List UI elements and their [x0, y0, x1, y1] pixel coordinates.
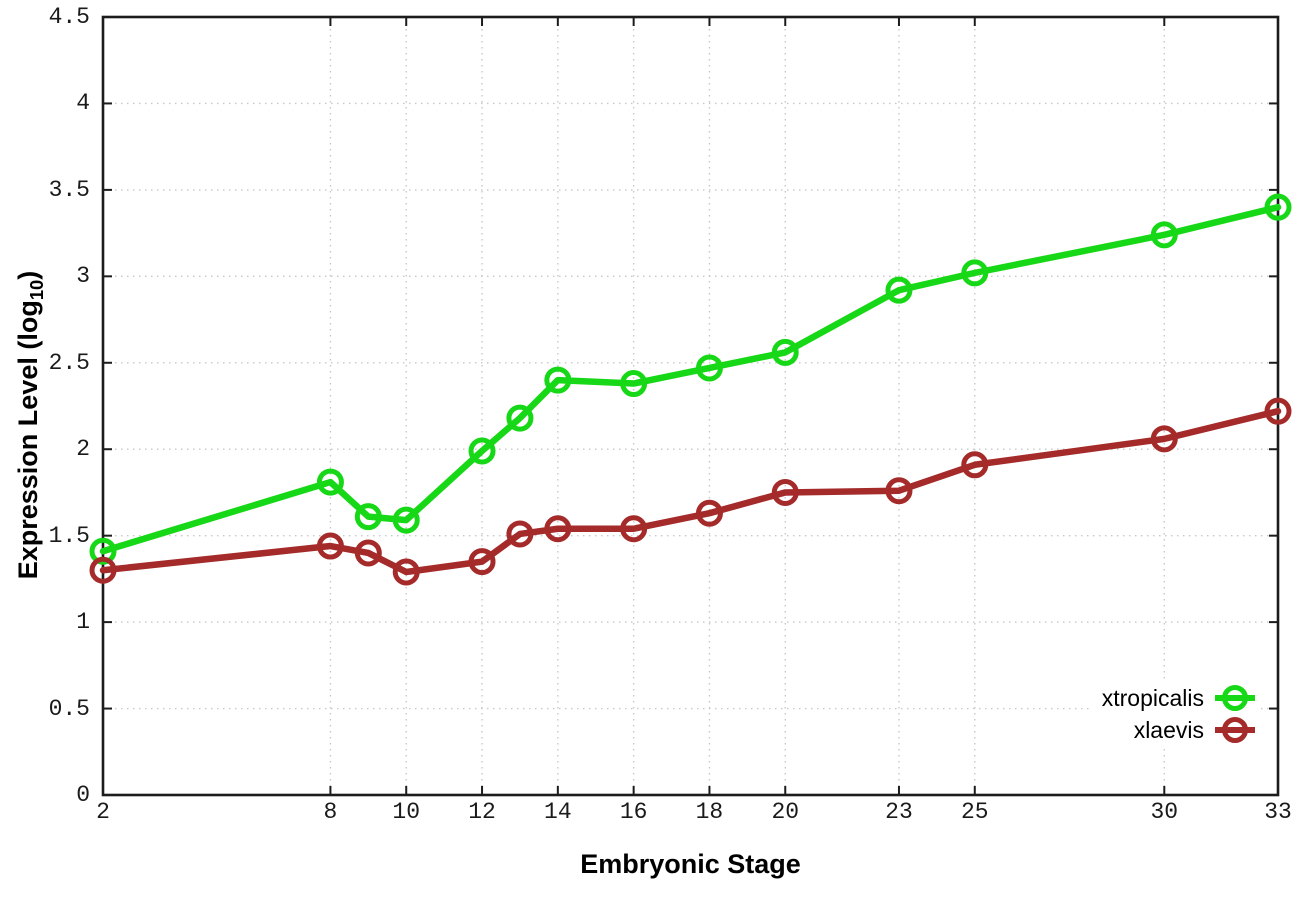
- data-point-xtropicalis: [885, 276, 913, 304]
- data-point-xtropicalis: [392, 506, 420, 534]
- x-tick-label: 20: [771, 799, 800, 825]
- series-line-xlaevis: [99, 407, 1282, 576]
- data-point-xlaevis: [354, 539, 382, 567]
- legend-item-xtropicalis: xtropicalis: [1102, 682, 1258, 714]
- data-point-xlaevis: [961, 451, 989, 479]
- plot-border: [101, 15, 1280, 797]
- series-line-xtropicalis: [99, 203, 1282, 555]
- data-point-xtropicalis: [620, 370, 648, 398]
- x-tick-label: 25: [960, 799, 989, 825]
- x-tick-label: 10: [392, 799, 421, 825]
- data-point-xtropicalis: [1150, 221, 1178, 249]
- data-point-xlaevis: [695, 499, 723, 527]
- data-point-xlaevis: [544, 515, 572, 543]
- data-point-xtropicalis: [89, 537, 117, 565]
- data-point-xtropicalis: [1264, 193, 1292, 221]
- data-point-xlaevis: [506, 520, 534, 548]
- y-tick-label: 4: [76, 90, 90, 117]
- x-tick-label: 30: [1150, 799, 1179, 825]
- y-tick-label: 3: [76, 263, 90, 290]
- y-tick-label: 0.5: [48, 695, 90, 722]
- y-tick-label: 2.5: [48, 349, 90, 376]
- x-tick-label: 12: [468, 799, 496, 825]
- data-point-xtropicalis: [961, 259, 989, 287]
- y-tick-label: 4.5: [48, 4, 90, 30]
- data-point-xlaevis: [771, 478, 799, 506]
- data-point-xtropicalis: [316, 468, 344, 496]
- data-point-xtropicalis: [544, 366, 572, 394]
- data-point-xlaevis: [1150, 425, 1178, 453]
- data-point-xtropicalis: [506, 404, 534, 432]
- data-point-xlaevis: [468, 548, 496, 576]
- x-tick-label: 14: [544, 799, 572, 825]
- data-point-xtropicalis: [695, 354, 723, 382]
- x-tick-label: 2: [96, 799, 110, 825]
- y-tick-label: 3.5: [48, 176, 90, 203]
- data-point-xlaevis: [885, 477, 913, 505]
- y-tick-label: 1: [76, 609, 90, 636]
- legend-label: xtropicalis: [1101, 684, 1204, 711]
- data-point-xlaevis: [89, 556, 117, 584]
- data-point-xlaevis: [316, 532, 344, 560]
- data-point-xlaevis: [392, 558, 420, 586]
- data-point-xtropicalis: [771, 338, 799, 366]
- y-tick-label: 0: [76, 782, 90, 808]
- legend-sample-marker: [1222, 685, 1248, 711]
- data-point-xtropicalis: [354, 503, 382, 531]
- legend-label: xlaevis: [1133, 716, 1204, 743]
- legend-sample-marker: [1222, 717, 1248, 743]
- x-axis-title: Embryonic Stage: [580, 849, 801, 879]
- x-tick-label: 8: [323, 799, 338, 825]
- data-point-xlaevis: [1264, 397, 1292, 425]
- x-tick-label: 23: [885, 799, 913, 825]
- x-tick-label: 33: [1264, 799, 1292, 825]
- y-tick-label: 2: [76, 436, 90, 463]
- data-point-xlaevis: [620, 515, 648, 543]
- legend: xtropicalis xlaevis: [1091, 682, 1258, 746]
- x-tick-label: 18: [695, 799, 724, 825]
- x-tick-label: 16: [619, 799, 648, 825]
- y-tick-label: 1.5: [48, 522, 90, 549]
- legend-sample-line-icon: [1215, 717, 1255, 743]
- data-point-xtropicalis: [468, 437, 496, 465]
- legend-item-xlaevis: xlaevis: [1102, 714, 1258, 746]
- legend-sample-line-icon: [1215, 685, 1255, 711]
